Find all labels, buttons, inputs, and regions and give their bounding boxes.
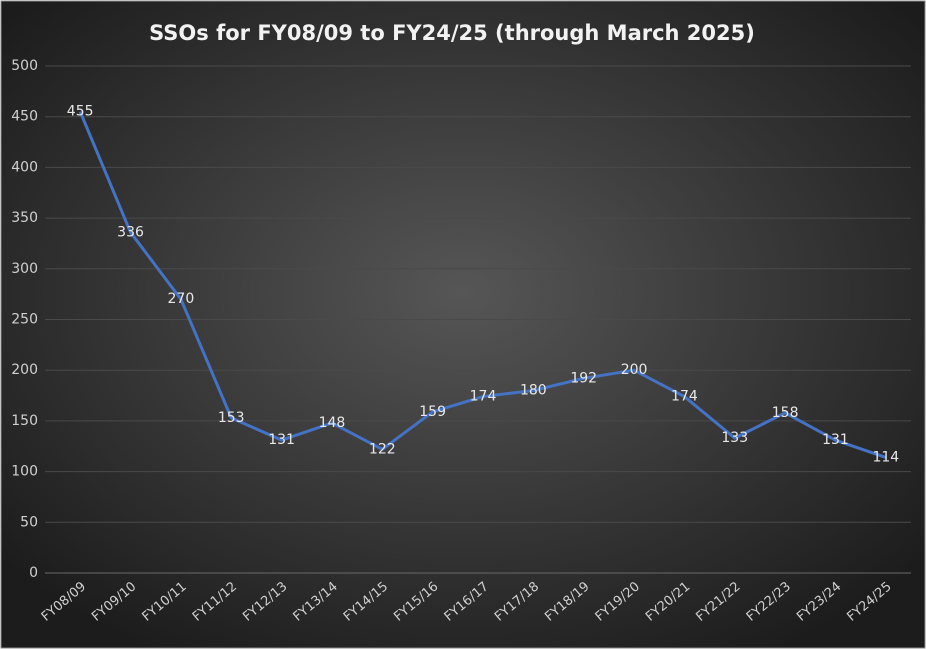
data-label: 200 (621, 362, 648, 378)
y-tick-label: 300 (11, 261, 38, 277)
data-label: 455 (67, 104, 94, 120)
data-label: 148 (319, 415, 346, 431)
y-tick-label: 250 (11, 312, 38, 328)
y-tick-label: 150 (11, 413, 38, 429)
data-label: 122 (369, 441, 396, 457)
data-label: 153 (218, 410, 245, 426)
data-label: 131 (268, 432, 295, 448)
data-label: 270 (168, 291, 195, 307)
data-label: 174 (671, 389, 698, 405)
y-tick-label: 350 (11, 210, 38, 226)
y-tick-label: 500 (11, 58, 38, 74)
y-tick-label: 400 (11, 159, 38, 175)
data-label: 133 (721, 430, 748, 446)
y-tick-label: 50 (20, 514, 38, 530)
y-tick-label: 0 (29, 565, 38, 581)
data-label: 131 (822, 432, 849, 448)
y-tick-label: 200 (11, 362, 38, 378)
data-label: 114 (872, 449, 899, 465)
data-label: 336 (117, 224, 144, 240)
data-label: 174 (470, 389, 497, 405)
data-label: 159 (419, 404, 446, 420)
data-label: 158 (772, 405, 799, 421)
data-label: 192 (570, 370, 597, 386)
data-label: 180 (520, 382, 547, 398)
line (78, 111, 887, 459)
y-tick-label: 100 (11, 464, 38, 480)
y-tick-label: 450 (11, 109, 38, 125)
chart-title: SSOs for FY08/09 to FY24/25 (through Mar… (149, 21, 755, 45)
